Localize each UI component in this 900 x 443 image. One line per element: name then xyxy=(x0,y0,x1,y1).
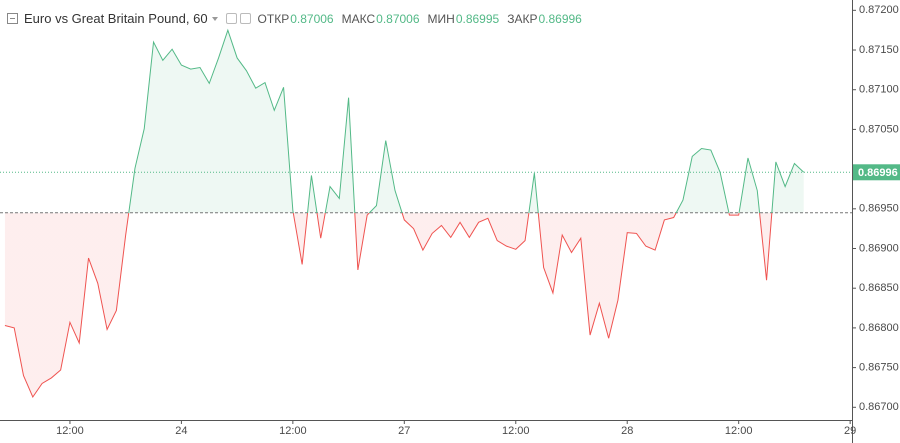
y-tick-label: 0.87050 xyxy=(859,123,899,135)
y-tick-label: 0.87100 xyxy=(859,84,899,96)
ohlc-value: 0.86995 xyxy=(455,11,500,26)
y-tick-label: 0.86900 xyxy=(859,242,899,254)
x-tick-label: 29 xyxy=(844,425,856,437)
legend-header: Euro vs Great Britain Pound, 60 ОТКР0.87… xyxy=(7,11,590,26)
ohlc-label: МИН xyxy=(427,11,455,26)
collapse-icon[interactable] xyxy=(7,13,18,24)
ohlc-value: 0.86996 xyxy=(538,11,582,26)
y-tick-label: 0.87150 xyxy=(859,44,899,56)
dropdown-caret[interactable] xyxy=(211,16,218,21)
y-tick-label: 0.86700 xyxy=(859,401,899,413)
last-price-box xyxy=(853,164,900,181)
icon[interactable] xyxy=(225,13,237,24)
ohlc-label: ЗАКР xyxy=(507,11,538,26)
ohlc: ОТКР0.87006 МАКС0.87006 МИН0.86995 ЗАКР0.86… xyxy=(258,12,590,26)
ohlc-label: МАКС xyxy=(341,11,376,26)
y-tick-label: 0.87200 xyxy=(859,4,899,16)
icon[interactable] xyxy=(239,13,251,24)
ohlc-label: ОТКР xyxy=(257,11,290,26)
x-tick-label: 28 xyxy=(621,425,633,437)
y-tick-label: 0.86750 xyxy=(859,362,899,374)
x-tick-label: 24 xyxy=(175,425,187,437)
y-tick-label: 0.86950 xyxy=(859,203,899,215)
ohlc-value: 0.87006 xyxy=(290,11,334,26)
x-tick-label: 12:00 xyxy=(279,425,307,437)
y-tick-label: 0.86800 xyxy=(859,322,899,334)
x-tick-label: 12:00 xyxy=(725,425,753,437)
line xyxy=(4,28,805,399)
x-tick-label: 12:00 xyxy=(56,425,84,437)
chart-title: Euro vs Great Britain Pound, 60 xyxy=(24,11,208,26)
ohlc-value: 0.87006 xyxy=(376,11,420,26)
last-price-label: 0.86996 xyxy=(858,167,898,179)
area xyxy=(4,30,804,397)
y-tick-label: 0.86850 xyxy=(859,282,899,294)
x-tick-label: 12:00 xyxy=(502,425,530,437)
x-tick-label: 27 xyxy=(398,425,410,437)
